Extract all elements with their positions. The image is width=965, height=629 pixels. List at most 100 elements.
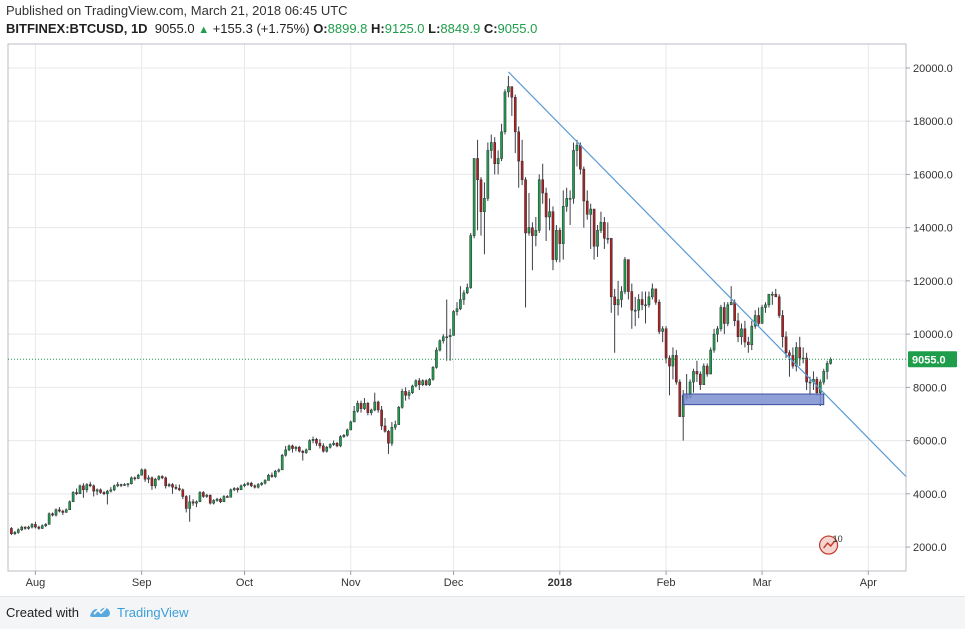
candle-body-up <box>719 307 723 330</box>
candle <box>513 94 517 154</box>
candle-body-up <box>229 489 233 498</box>
candle-body-down <box>219 498 222 503</box>
low-label: L: <box>428 21 441 36</box>
price-chart[interactable]: 10 2000.0 4000.0 6000.0 8000.0 10000.0 12000.… <box>0 0 965 596</box>
candle-body-up <box>112 485 116 491</box>
price-tick-label: 14000.0 <box>913 223 953 235</box>
candle <box>243 483 246 488</box>
candle <box>716 326 719 343</box>
candle-body-up <box>342 435 346 437</box>
candle <box>287 444 291 452</box>
candle <box>644 291 647 324</box>
candle <box>236 487 239 493</box>
candle <box>606 222 610 244</box>
candle <box>92 484 95 497</box>
candle-body-up <box>54 509 58 516</box>
candle-body-down <box>723 307 726 324</box>
candle-body-up <box>260 482 263 485</box>
time-tick-label: Dec <box>444 577 464 589</box>
candle-body-down <box>178 488 181 491</box>
candle-body-down <box>664 328 668 359</box>
candle-body-up <box>308 440 311 451</box>
candle <box>352 405 356 423</box>
candle-body-up <box>78 485 82 495</box>
candle <box>40 524 44 529</box>
price-tick-label: 10000.0 <box>913 329 953 341</box>
candle-body-down <box>736 320 740 338</box>
candle-body-down <box>92 485 95 492</box>
candle-body-up <box>709 349 712 375</box>
candle-body-down <box>774 293 778 298</box>
candle-body-down <box>208 494 212 504</box>
candle-body-up <box>561 206 565 244</box>
candle-body-up <box>548 211 551 218</box>
candle <box>37 525 41 530</box>
candle-body-up <box>692 371 695 383</box>
candle <box>801 347 805 364</box>
candle-body-up <box>232 488 236 491</box>
candle <box>400 388 404 409</box>
last-price-tag-label: 9055.0 <box>912 354 946 366</box>
price-tick-label: 12000.0 <box>913 276 953 288</box>
candle <box>654 288 658 305</box>
candle <box>328 443 332 449</box>
candle <box>719 304 723 332</box>
candle <box>476 139 479 231</box>
price-axis[interactable]: 2000.0 4000.0 6000.0 8000.0 10000.0 12000.0 14… <box>906 63 957 554</box>
candle <box>705 363 709 377</box>
candle <box>133 476 137 481</box>
tradingview-logo-icon[interactable] <box>88 603 112 619</box>
candle <box>417 378 421 391</box>
candle-body-up <box>661 328 664 332</box>
candle-body-up <box>123 484 126 486</box>
candle <box>208 494 212 505</box>
candle-body-up <box>572 150 575 199</box>
candle <box>729 286 733 306</box>
candle-body-up <box>267 474 270 481</box>
candle-body-up <box>702 365 706 385</box>
candle-body-up <box>20 526 24 530</box>
candle <box>788 350 791 377</box>
candle-body-up <box>726 304 730 324</box>
candle <box>171 483 174 494</box>
candle <box>469 232 473 289</box>
candle <box>51 512 54 517</box>
drawings[interactable]: 10 <box>8 71 907 555</box>
candle-body-up <box>27 526 30 529</box>
candle-body-up <box>280 454 284 471</box>
candle-body-up <box>328 444 332 448</box>
candle-body-up <box>483 198 486 212</box>
candle-body-up <box>462 292 466 300</box>
time-tick-label: Oct <box>236 577 253 589</box>
candle <box>88 481 92 488</box>
candle-body-down <box>164 477 167 487</box>
candle <box>322 443 325 453</box>
candle-body-down <box>788 352 791 356</box>
candle <box>544 187 548 241</box>
candle <box>791 347 795 369</box>
footer-bar: Created with TradingView <box>0 596 965 629</box>
candle-body-down <box>520 160 524 180</box>
candle <box>71 491 75 503</box>
candle <box>202 491 205 498</box>
candle <box>695 360 699 383</box>
candle-body-up <box>30 524 34 528</box>
candle <box>483 182 486 255</box>
candle <box>558 227 562 263</box>
candle <box>822 368 826 385</box>
candle <box>376 400 380 413</box>
candle-body-up <box>407 392 411 396</box>
candle <box>534 217 538 247</box>
candle <box>651 283 654 300</box>
candle <box>229 488 233 498</box>
candle <box>232 487 236 492</box>
candle <box>414 379 418 388</box>
candle <box>664 326 668 364</box>
candle <box>219 497 222 504</box>
candle <box>380 405 383 430</box>
candle <box>277 468 281 473</box>
candle-body-down <box>191 501 195 504</box>
time-axis[interactable]: Aug Sep Oct Nov Dec 2018 Feb Mar Apr <box>26 571 878 589</box>
candle-body-down <box>603 222 606 239</box>
tradingview-brand-link[interactable]: TradingView <box>117 605 189 620</box>
